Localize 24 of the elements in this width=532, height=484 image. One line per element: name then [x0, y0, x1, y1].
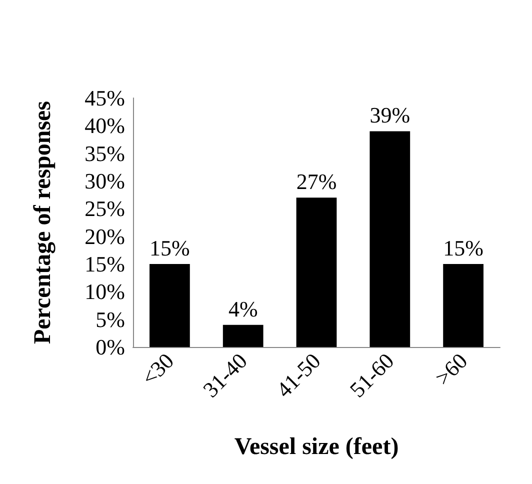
data-label: 15%: [150, 236, 190, 260]
y-tick-label: 5%: [96, 306, 125, 332]
y-tick-label: 35%: [84, 140, 125, 166]
bar: [150, 264, 190, 347]
bar: [222, 324, 264, 347]
y-tick-label: 10%: [84, 279, 125, 304]
data-label: 4%: [228, 296, 258, 322]
bar: [443, 264, 484, 347]
y-tick-label: 30%: [84, 168, 125, 194]
bar: [370, 131, 410, 347]
y-tick-label: 20%: [84, 224, 125, 249]
data-label: 15%: [443, 236, 484, 260]
bar: [296, 198, 337, 347]
x-tick-label: >60: [430, 348, 472, 390]
y-tick-label: 40%: [84, 113, 125, 138]
y-tick-label: 45%: [84, 86, 125, 110]
x-tick-label: <30: [136, 348, 179, 390]
y-tick-label: 15%: [84, 252, 125, 276]
y-tick-label: 0%: [96, 334, 125, 360]
y-tick-label: 25%: [84, 196, 125, 222]
data-label: 39%: [370, 102, 410, 128]
data-label: 27%: [296, 169, 337, 194]
x-axis-title: Vessel size (feet): [234, 434, 399, 460]
y-axis-title: Percentage of responses: [30, 100, 56, 344]
